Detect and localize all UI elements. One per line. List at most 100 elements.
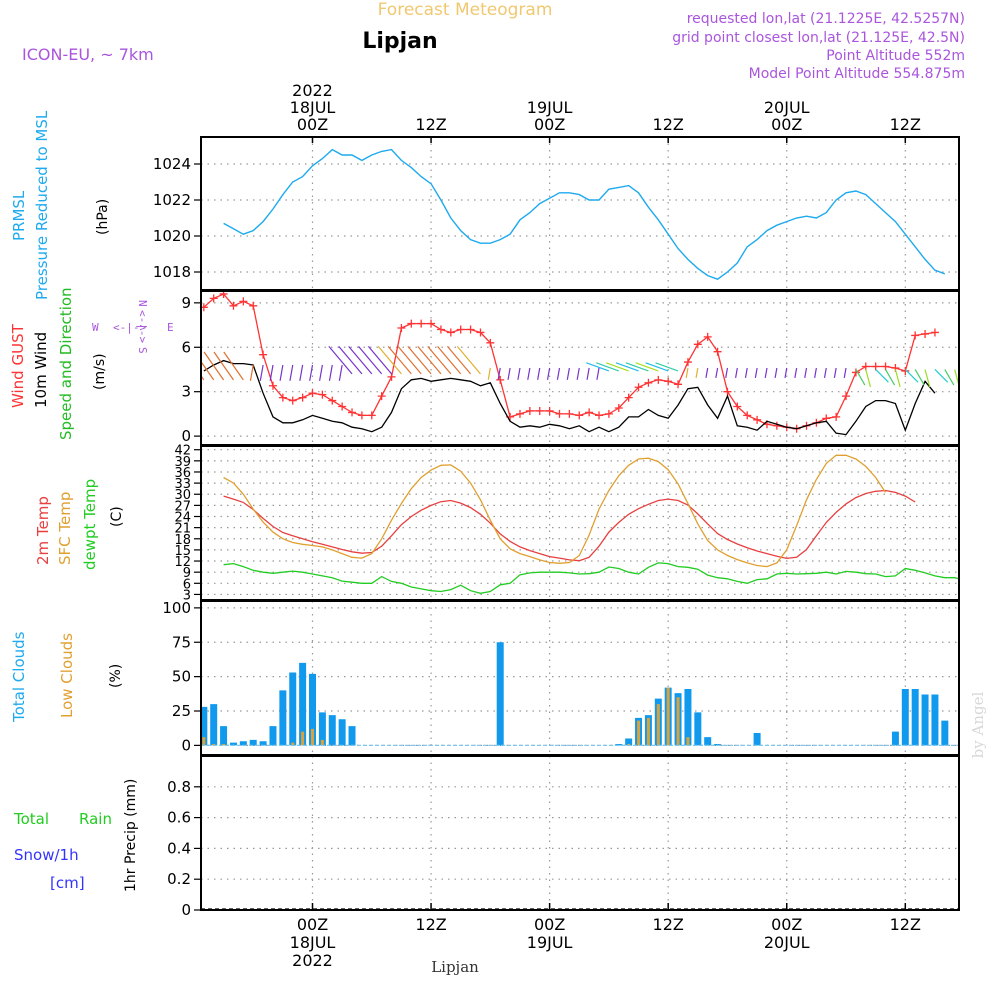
wind-direction-arrow: [764, 367, 768, 378]
total-clouds-bar: [684, 689, 692, 746]
bottom-time-label: 00Z: [771, 915, 802, 934]
wind-direction-arrow: [328, 345, 353, 375]
wind-direction-arrow: [289, 364, 294, 381]
compass-arrow-v: <-|->: [136, 310, 149, 343]
wind-direction-arrow: [507, 367, 511, 380]
gust-marker: [832, 412, 841, 421]
wind-label-dir: Speed and Direction: [57, 287, 75, 440]
wind-direction-arrow: [934, 369, 949, 383]
gust-marker: [753, 415, 762, 424]
wind-direction-arrow: [924, 369, 931, 388]
model-altitude: Model Point Altitude 554.875m: [749, 66, 965, 82]
gust-marker: [328, 396, 337, 405]
total-clouds-bar: [210, 704, 218, 746]
total-clouds-bar: [249, 739, 257, 746]
compass-e: E: [167, 321, 174, 334]
gust-marker: [585, 408, 594, 417]
gust-marker: [525, 406, 534, 415]
wind-direction-arrow: [556, 367, 561, 380]
wind-direction-arrow: [348, 345, 373, 375]
compass-n: N: [136, 300, 149, 307]
temp-2m-line: [223, 489, 916, 562]
wind-direction-arrow: [203, 351, 225, 381]
wind-direction-arrow: [517, 367, 521, 380]
gridpoint-coords: grid point closest lon,lat (21.125E, 42.…: [672, 30, 965, 46]
gust-marker: [209, 294, 218, 303]
gust-marker: [239, 297, 248, 306]
temp-ytick-label: 42: [174, 444, 191, 459]
wind-direction-arrow: [367, 345, 392, 375]
low-clouds-bar: [202, 737, 206, 746]
low-clouds-bar: [676, 697, 680, 746]
total-clouds-bar: [941, 720, 949, 746]
wind-ytick-label: 0: [181, 427, 191, 445]
gust-marker: [595, 411, 604, 420]
temp-ytick-label: 9: [183, 566, 191, 581]
gust-marker: [357, 411, 366, 420]
wind-direction-arrow: [774, 367, 778, 378]
low-clouds-bar: [291, 742, 295, 746]
bottom-time-label: 00Z: [534, 915, 565, 934]
gust-marker: [486, 338, 495, 347]
clouds-label-total: Total Clouds: [10, 631, 28, 723]
gust-marker: [377, 392, 386, 401]
clouds-panel-labels: Total Clouds Low Clouds (%): [10, 631, 124, 723]
wind-direction-arrow: [299, 364, 304, 381]
temp-ytick-label: 18: [174, 533, 191, 548]
pressure-panel-frame: [200, 136, 960, 291]
wind-direction-arrow: [456, 345, 481, 375]
top-time-label: 00Z: [771, 115, 802, 134]
top-time-label: 19JUL: [527, 98, 573, 117]
precip-label-cm: [cm]: [50, 874, 85, 892]
wind-direction-arrow: [338, 345, 363, 375]
wind-direction-arrow: [566, 367, 570, 380]
gust-marker: [407, 319, 416, 328]
top-time-label: 00Z: [297, 115, 328, 134]
gust-marker: [308, 389, 317, 398]
wind-direction-arrow: [537, 367, 541, 380]
temp-ytick-label: 12: [174, 555, 191, 570]
total-clouds-bar: [704, 737, 712, 746]
total-clouds-bar: [694, 712, 702, 746]
gust-marker: [466, 325, 475, 334]
total-clouds-bar: [229, 742, 237, 746]
data-layer: [184, 150, 959, 910]
total-clouds-bar: [921, 694, 929, 746]
total-clouds-bar: [891, 731, 899, 746]
gust-marker: [446, 328, 455, 337]
chart-title: Forecast Meteogram: [378, 0, 553, 20]
gust-marker: [644, 378, 653, 387]
gust-marker: [693, 340, 702, 349]
compass-arrow-h: <-|->: [113, 321, 146, 334]
gust-marker: [555, 409, 564, 418]
gust-marker: [515, 409, 524, 418]
precip-panel-labels: Total Rain Snow/1h [cm] 1hr Precip (mm): [13, 779, 139, 892]
bottom-time-label: 19JUL: [527, 933, 573, 952]
wind-direction-arrow: [885, 369, 896, 386]
gust-marker: [348, 408, 357, 417]
footer-location: Lipjan: [431, 958, 479, 976]
temp-sfc-line: [223, 454, 887, 568]
total-clouds-bar: [348, 726, 356, 746]
gust-marker: [654, 375, 663, 384]
wind-direction-arrow: [744, 367, 748, 378]
temp-label-sfc: SFC Temp: [56, 492, 74, 565]
low-clouds-bar: [627, 744, 631, 746]
wind-direction-arrow: [576, 367, 580, 380]
wind-direction-arrow: [615, 362, 639, 372]
compass-rose: W <-|-> E N <-|-> S: [92, 300, 174, 354]
wind-direction-arrow: [358, 345, 383, 375]
total-clouds-bar: [318, 712, 326, 746]
frame-layer: [200, 136, 960, 911]
top-time-label: 12Z: [890, 115, 921, 134]
gust-marker: [604, 409, 613, 418]
wind-direction-arrow: [201, 360, 215, 381]
precip-ylabel: 1hr Precip (mm): [123, 779, 139, 892]
gust-marker: [249, 301, 258, 310]
gust-line: [203, 293, 935, 430]
wind-direction-arrow: [546, 367, 551, 380]
wind-direction-arrow: [586, 362, 610, 372]
temp-ytick-label: 3: [183, 588, 191, 603]
wind-direction-arrow: [843, 367, 847, 378]
precip-label-snow: Snow/1h: [14, 846, 79, 864]
